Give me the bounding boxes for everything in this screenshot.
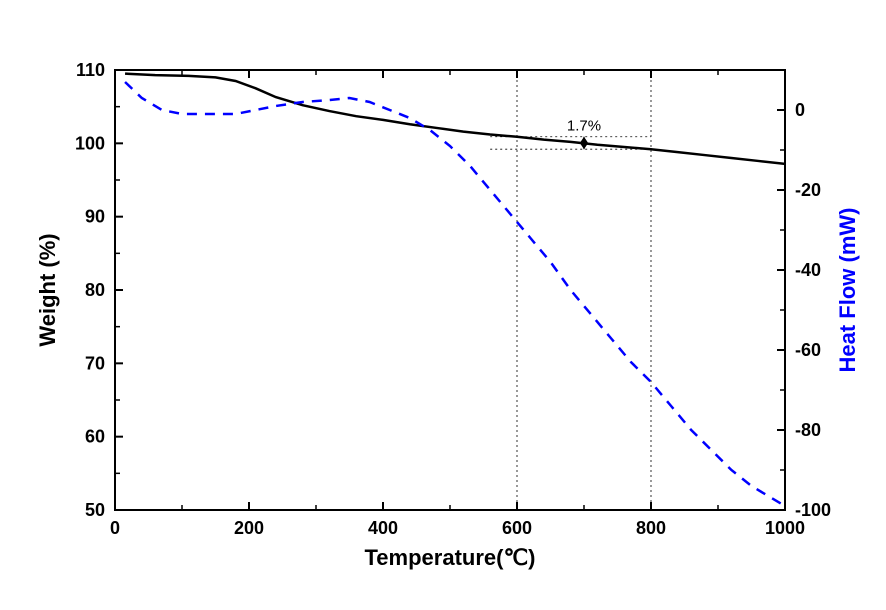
x-tick-label: 400 [368, 518, 398, 538]
y1-tick-label: 50 [85, 500, 105, 520]
y1-tick-label: 90 [85, 207, 105, 227]
y2-tick-label: 0 [795, 100, 805, 120]
y2-tick-label: -100 [795, 500, 831, 520]
y2-tick-label: -60 [795, 340, 821, 360]
x-axis-title: Temperature(℃) [365, 545, 536, 570]
y2-tick-label: -40 [795, 260, 821, 280]
y2-axis-title: Heat Flow (mW) [835, 208, 860, 373]
y1-axis-title: Weight (%) [35, 233, 60, 346]
x-tick-label: 600 [502, 518, 532, 538]
y1-tick-label: 80 [85, 280, 105, 300]
x-tick-label: 1000 [765, 518, 805, 538]
x-tick-label: 0 [110, 518, 120, 538]
weight-series [125, 74, 785, 164]
y2-tick-label: -80 [795, 420, 821, 440]
arrowhead-down [580, 143, 588, 149]
y1-tick-label: 60 [85, 427, 105, 447]
heatflow-series [125, 82, 785, 506]
plot-frame [115, 70, 785, 510]
arrowhead-up [580, 137, 588, 143]
x-tick-label: 200 [234, 518, 264, 538]
annotation-label: 1.7% [567, 118, 601, 135]
x-tick-label: 800 [636, 518, 666, 538]
chart-svg: 0 200 400 600 800 1000 50 60 70 80 90 100 110 -100 -80… [0, 0, 886, 610]
y1-tick-label: 110 [76, 60, 105, 80]
y1-tick-label: 70 [85, 353, 105, 373]
y2-tick-label: -20 [795, 180, 821, 200]
y1-tick-label: 100 [75, 133, 105, 153]
tga-dsc-chart: 0 200 400 600 800 1000 50 60 70 80 90 100 110 -100 -80… [0, 0, 886, 610]
